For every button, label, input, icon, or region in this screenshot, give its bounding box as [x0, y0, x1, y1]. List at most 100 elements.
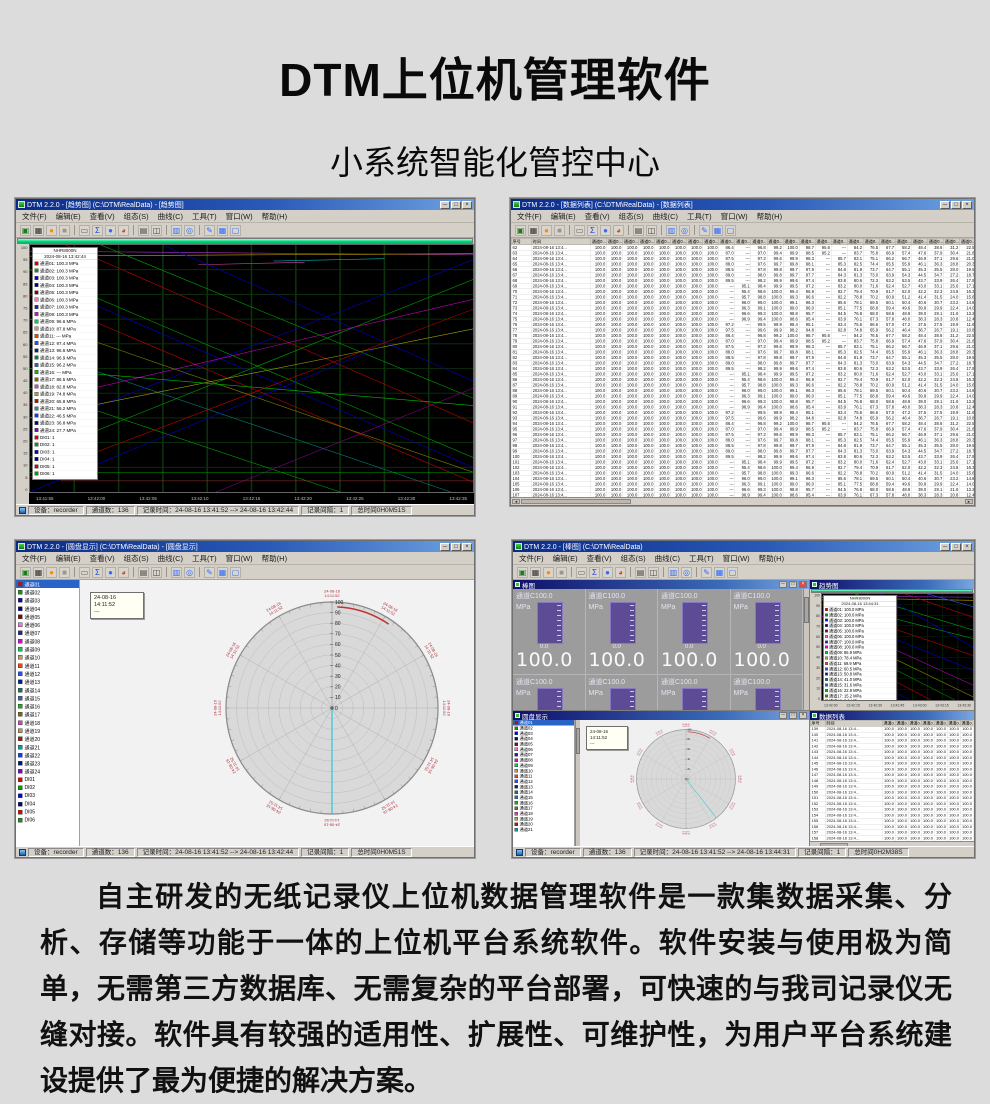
channel-list-item[interactable]: DI04 [16, 800, 79, 808]
menu-item[interactable]: 组态(S) [124, 553, 149, 564]
scrollbar-thumb[interactable] [820, 843, 848, 846]
menu-item[interactable]: 文件(F) [519, 553, 544, 564]
window-titlebar[interactable]: DTM 2.2.0 - [棒图] (C:\DTM\RealData) ─□× [513, 541, 974, 552]
channel-list-item[interactable]: 通道12 [16, 670, 79, 678]
menu-item[interactable]: 查看(V) [585, 211, 610, 222]
legend-entry[interactable]: 通道13: 96.6 MPa [33, 347, 97, 354]
legend-entry[interactable]: 通道19: 74.8 MPa [33, 391, 97, 398]
zoom-icon[interactable]: ◎ [184, 225, 195, 236]
maximize-button[interactable]: □ [951, 543, 961, 551]
legend-entry[interactable]: DI05: 1 [33, 463, 97, 470]
point-icon[interactable]: ● [600, 225, 611, 236]
channel-list-item[interactable]: 通道21 [16, 743, 79, 751]
zoom-icon[interactable]: ◎ [679, 225, 690, 236]
legend-entry[interactable]: 通道23: 36.8 MPa [33, 420, 97, 427]
channel-list-item[interactable]: DI02 [16, 784, 79, 792]
legend-entry[interactable]: 通道11: --- MPa [33, 333, 97, 340]
menu-item[interactable]: 窗口(W) [721, 211, 748, 222]
print-icon[interactable]: ▤ [635, 567, 646, 578]
minimize-button[interactable]: ─ [940, 543, 950, 551]
menu-item[interactable]: 文件(F) [22, 553, 47, 564]
palette-icon[interactable]: ◕ [118, 225, 129, 236]
menu-item[interactable]: 文件(F) [517, 211, 542, 222]
copy-icon[interactable]: ▥ [668, 567, 679, 578]
close-button[interactable]: × [462, 201, 472, 209]
legend-entry[interactable]: 通道02: 100.3 MPa [33, 267, 97, 274]
channel-list-item[interactable]: 通道14 [16, 686, 79, 694]
menu-item[interactable]: 窗口(W) [226, 211, 253, 222]
menu-item[interactable]: 编辑(E) [551, 211, 576, 222]
zoom-icon[interactable]: ◎ [681, 567, 692, 578]
menu-item[interactable]: 窗口(W) [226, 553, 253, 564]
legend-entry[interactable]: 通道16: --- MPa [33, 369, 97, 376]
copy-icon[interactable]: ▥ [171, 225, 182, 236]
legend-entry[interactable]: 通道15: 96.2 MPa [33, 362, 97, 369]
pen-icon[interactable]: ✎ [701, 567, 712, 578]
copy-icon[interactable]: ▥ [171, 567, 182, 578]
legend-entry[interactable]: DI01: 1 [33, 434, 97, 441]
legend-entry[interactable]: DI06: 1 [33, 470, 97, 477]
stop-icon[interactable]: ■ [59, 567, 70, 578]
window-icon[interactable]: ▢ [230, 567, 241, 578]
channel-list-item[interactable]: 通道15 [16, 694, 79, 702]
print-preview-icon[interactable]: ◫ [648, 567, 659, 578]
disk-icon[interactable]: ▦ [712, 225, 723, 236]
legend-entry[interactable]: 通道05: 100.3 MPa [33, 289, 97, 296]
channel-list-item[interactable]: 通道04 [16, 604, 79, 612]
pen-icon[interactable]: ✎ [204, 225, 215, 236]
data-table[interactable]: 序号时间通道0...通道0...通道0...通道0...通道0...通道0...… [810, 720, 974, 841]
save-icon[interactable]: ▦ [530, 567, 541, 578]
menu-item[interactable]: 曲线(C) [655, 553, 680, 564]
legend-entry[interactable]: 通道14: 96.9 MPa [33, 354, 97, 361]
pen-icon[interactable]: ✎ [699, 225, 710, 236]
legend-entry[interactable]: 通道10: 87.8 MPa [33, 325, 97, 332]
record-icon[interactable]: ● [541, 225, 552, 236]
pane-close-button[interactable]: × [799, 712, 807, 719]
horizontal-scrollbar[interactable]: ◄ ► [511, 497, 974, 505]
channel-list-item[interactable]: DI05 [16, 808, 79, 816]
menu-item[interactable]: 查看(V) [90, 553, 115, 564]
channel-list-item[interactable]: DI01 [16, 776, 79, 784]
pane-titlebar[interactable]: 圆盘显示 ─ □ × [513, 711, 809, 720]
minimize-button[interactable]: ─ [940, 201, 950, 209]
sum-icon[interactable]: Σ [92, 225, 103, 236]
zoom-icon[interactable]: ◎ [184, 567, 195, 578]
maximize-button[interactable]: □ [451, 543, 461, 551]
window-titlebar[interactable]: DTM 2.2.0 - [趋势图] (C:\DTM\RealData) - [趋… [16, 199, 474, 210]
disk-icon[interactable]: ▦ [217, 567, 228, 578]
channel-list-item[interactable]: 通道21 [513, 827, 574, 832]
pane-titlebar[interactable]: 趋势图 [810, 580, 974, 589]
sum-icon[interactable]: Σ [587, 225, 598, 236]
list-icon[interactable]: ▭ [574, 225, 585, 236]
channel-list-item[interactable]: 通道17 [16, 710, 79, 718]
legend-entry[interactable]: 通道03: 100.3 MPa [33, 275, 97, 282]
menu-item[interactable]: 组态(S) [621, 553, 646, 564]
menu-item[interactable]: 查看(V) [90, 211, 115, 222]
channel-list-item[interactable]: 通道23 [16, 759, 79, 767]
minimize-button[interactable]: ─ [440, 543, 450, 551]
palette-icon[interactable]: ◕ [118, 567, 129, 578]
pane-minimize-button[interactable]: ─ [779, 712, 787, 719]
channel-list-item[interactable]: 通道08 [16, 637, 79, 645]
